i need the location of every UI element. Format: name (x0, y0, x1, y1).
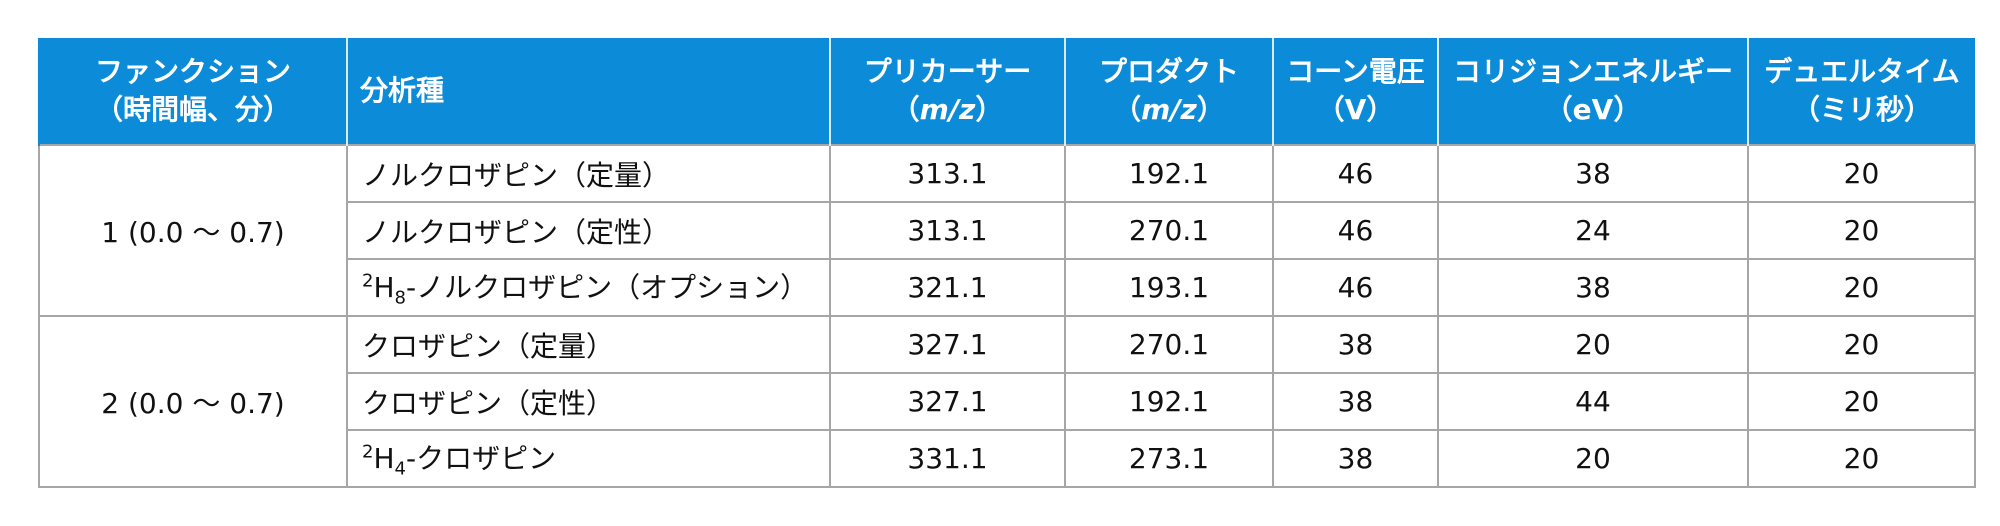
table-row: 1 (0.0 ～ 0.7) ノルクロザピン（定量） 313.1 192.1 46 38 20 (38, 144, 1976, 317)
value-cell: 38 (1272, 315, 1439, 374)
element: H (373, 442, 395, 476)
analyte-cell: クロザピン（定量） (346, 315, 831, 374)
value-cell: 24 (1437, 201, 1749, 260)
value-cell: 270.1 (1064, 315, 1274, 374)
header-text: m/z (919, 93, 976, 126)
header-text: （ (1113, 93, 1142, 126)
value-cell: 38 (1437, 258, 1749, 317)
value-cell: 44 (1437, 372, 1749, 431)
analyte-name: -ノルクロザピン（オプション） (405, 271, 809, 305)
header-cell: コリジョンエネルギー （eV） (1437, 38, 1748, 145)
analyte-cell: 2H8-ノルクロザピン（オプション） (346, 258, 831, 317)
value-cell: 46 (1272, 201, 1439, 260)
analyte-cell: ノルクロザピン（定性） (346, 201, 831, 260)
header-text: （ (891, 93, 920, 126)
value-cell: 20 (1747, 429, 1976, 488)
data-table: ファンクション （時間幅、分） 分析種 プリカーサー （m/z） プロダクト （m/z） コー… (38, 38, 1976, 488)
isotope-mass: 2 (362, 441, 374, 463)
value-cell: 327.1 (829, 372, 1066, 431)
value-cell: 20 (1747, 372, 1976, 431)
header-text: （時間幅、分） (94, 93, 291, 126)
header-text: コリジョンエネルギー (1452, 55, 1733, 88)
function-cell: 1 (0.0 ～ 0.7) (38, 144, 348, 317)
header-text: デュエルタイム (1764, 55, 1960, 88)
value-cell: 192.1 (1064, 144, 1274, 203)
analyte-cell: クロザピン（定性） (346, 372, 831, 431)
value-cell: 38 (1272, 429, 1439, 488)
header-text: ） (1196, 93, 1225, 126)
value-cell: 321.1 (829, 258, 1066, 317)
header-text: （ミリ秒） (1791, 93, 1932, 126)
header-text: （V） (1316, 93, 1395, 126)
value-cell: 38 (1437, 144, 1749, 203)
table-row: ノルクロザピン（定性） 313.1 270.1 46 24 20 (39, 201, 1976, 260)
value-cell: 313.1 (829, 144, 1066, 203)
header-text: ファンクション (94, 55, 291, 88)
header-cell: 分析種 (346, 38, 830, 145)
value-cell: 46 (1272, 144, 1439, 203)
analyte-name: -クロザピン (405, 442, 557, 476)
header-row: ファンクション （時間幅、分） 分析種 プリカーサー （m/z） プロダクト （m/z） コー… (38, 38, 1975, 145)
value-cell: 313.1 (829, 201, 1066, 260)
function-cell: 2 (0.0 ～ 0.7) (38, 315, 348, 488)
header-text: 分析種 (360, 74, 445, 107)
value-cell: 20 (1747, 144, 1976, 203)
value-cell: 270.1 (1064, 201, 1274, 260)
analyte-cell: 2H4-クロザピン (346, 429, 831, 488)
table-row: 2H8-ノルクロザピン（オプション） 321.1 193.1 46 38 20 (39, 258, 1976, 317)
isotope-mass: 2 (362, 270, 374, 292)
table-body: 1 (0.0 ～ 0.7) ノルクロザピン（定量） 313.1 192.1 46 38 20… (38, 144, 1976, 488)
header-cell: プリカーサー （m/z） (829, 38, 1065, 145)
header-text: プリカーサー (863, 55, 1032, 88)
table-row: 2H4-クロザピン 331.1 273.1 38 20 20 (39, 429, 1976, 488)
header-cell: コーン電圧 （V） (1272, 38, 1438, 145)
header-text: m/z (1141, 93, 1197, 126)
element: H (373, 271, 395, 305)
analyte-cell: ノルクロザピン（定量） (346, 144, 831, 203)
value-cell: 331.1 (829, 429, 1066, 488)
header-text: （eV） (1544, 93, 1642, 126)
isotope-count: 8 (394, 287, 406, 309)
value-cell: 327.1 (829, 315, 1066, 374)
header-text: ） (975, 93, 1004, 126)
value-cell: 20 (1437, 315, 1749, 374)
header-cell: プロダクト （m/z） (1064, 38, 1273, 145)
value-cell: 20 (1747, 258, 1976, 317)
table-row: 2 (0.0 ～ 0.7) クロザピン（定量） 327.1 270.1 38 20 20 (38, 315, 1976, 488)
table-row: クロザピン（定性） 327.1 192.1 38 44 20 (39, 372, 1976, 431)
header-text: コーン電圧 (1286, 55, 1425, 88)
value-cell: 46 (1272, 258, 1439, 317)
value-cell: 20 (1747, 315, 1976, 374)
header-cell: デュエルタイム （ミリ秒） (1747, 38, 1975, 145)
value-cell: 38 (1272, 372, 1439, 431)
value-cell: 273.1 (1064, 429, 1274, 488)
isotope-count: 4 (394, 458, 406, 480)
header-cell: ファンクション （時間幅、分） (38, 38, 347, 145)
header-text: プロダクト (1098, 55, 1239, 88)
value-cell: 20 (1437, 429, 1749, 488)
value-cell: 192.1 (1064, 372, 1274, 431)
value-cell: 193.1 (1064, 258, 1274, 317)
table-header: ファンクション （時間幅、分） 分析種 プリカーサー （m/z） プロダクト （m/z） コー… (38, 38, 1975, 145)
value-cell: 20 (1747, 201, 1976, 260)
